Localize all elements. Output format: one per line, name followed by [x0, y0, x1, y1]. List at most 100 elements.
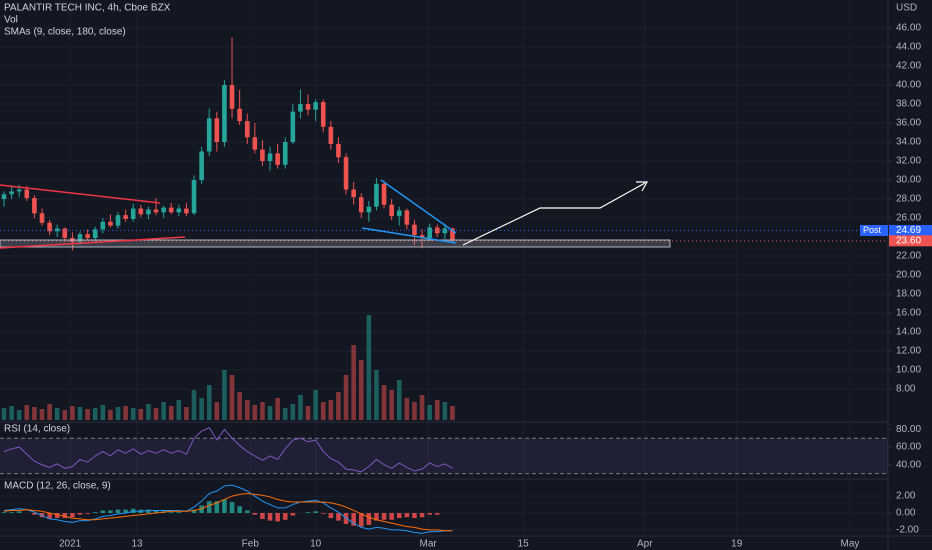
candle-body — [108, 221, 113, 226]
candle-body — [260, 149, 265, 162]
volume-bar — [115, 407, 121, 420]
rsi-line — [3, 427, 453, 473]
candle-body — [267, 153, 273, 162]
macd-histogram-bar — [168, 512, 174, 513]
volume-bar — [282, 408, 288, 420]
volume-bar — [305, 406, 311, 420]
macd-histogram-bar — [282, 513, 288, 520]
volume-bar — [191, 390, 197, 420]
candle-body — [62, 228, 68, 238]
volume-bar — [206, 385, 212, 420]
macd-histogram-bar — [222, 499, 227, 513]
y-tick-label: 8.00 — [896, 384, 916, 395]
macd-histogram-bar — [32, 513, 37, 515]
price-tag-name-bg — [860, 224, 888, 236]
candle-body — [366, 206, 372, 213]
price-tag — [889, 224, 932, 236]
candle-body — [9, 191, 14, 195]
volume-bar — [176, 400, 182, 420]
macd-histogram-bar — [434, 513, 440, 515]
volume-bar — [24, 405, 30, 420]
volume-bar — [168, 406, 174, 420]
x-tick-label: May — [841, 539, 860, 550]
volume-bar — [260, 402, 265, 420]
volume-bar — [275, 398, 280, 420]
candle-body — [358, 197, 364, 213]
volume-bar — [419, 395, 425, 420]
candle-body — [313, 102, 318, 110]
macd-histogram-bar — [191, 509, 197, 513]
x-tick-label: 19 — [731, 539, 743, 550]
candle-body — [206, 118, 212, 152]
candle-body — [54, 228, 60, 232]
signal-line — [3, 493, 453, 532]
x-tick-label: Mar — [420, 539, 438, 550]
y-tick-label: 12.00 — [896, 346, 921, 357]
macd-histogram-bar — [237, 506, 242, 513]
y-tick-label: 44.00 — [896, 42, 921, 53]
candle-body — [47, 222, 52, 232]
candle-body — [237, 108, 242, 122]
x-tick-label: 2021 — [59, 539, 82, 550]
macd-histogram-bar — [244, 510, 250, 513]
volume-bar — [298, 395, 303, 420]
y-tick-label: 38.00 — [896, 99, 921, 110]
volume-bar — [389, 390, 394, 420]
candle-body — [214, 118, 220, 143]
y-tick-label: 26.00 — [896, 213, 921, 224]
volume-bar — [32, 407, 37, 420]
volume-bar — [153, 408, 159, 420]
volume-bar — [214, 402, 220, 420]
macd-histogram-bar — [305, 512, 311, 513]
marks — [0, 37, 888, 534]
x-tick-label: 10 — [310, 539, 322, 550]
y-tick-label: 0.00 — [896, 508, 916, 519]
candle-body — [419, 235, 425, 238]
candle-body — [305, 104, 311, 110]
macd-histogram-bar — [260, 513, 265, 519]
volume-bar — [358, 360, 364, 420]
macd-histogram-bar — [351, 513, 356, 526]
x-tick-label: 13 — [131, 539, 143, 550]
macd-histogram-bar — [146, 509, 151, 513]
trend-line — [380, 179, 457, 234]
chart-title: PALANTIR TECH INC, 4h, Cboe BZX — [4, 3, 171, 14]
macd-histogram-bar — [328, 513, 334, 519]
projection-arrow — [636, 181, 649, 192]
candle-body — [191, 180, 197, 214]
volume-bar — [366, 315, 372, 420]
candle-body — [244, 121, 250, 138]
volume-bar — [70, 406, 75, 420]
candle-body — [404, 210, 410, 225]
macd-histogram-bar — [267, 513, 273, 521]
y-tick-label: 20.00 — [896, 270, 921, 281]
volume-bar — [434, 400, 440, 420]
candle-body — [199, 151, 204, 181]
trend-line — [0, 184, 161, 204]
candle-body — [168, 207, 174, 213]
volume-bar — [54, 408, 60, 420]
volume-bar — [229, 375, 235, 420]
candle-body — [381, 183, 387, 205]
macd-histogram-bar — [123, 509, 128, 513]
y-tick-label: 80.00 — [896, 424, 921, 435]
volume-bar — [328, 400, 334, 420]
volume-bar — [343, 375, 349, 420]
volume-bar — [47, 404, 52, 420]
candle-body — [16, 189, 22, 192]
drawings — [0, 179, 671, 249]
y-tick-label: 28.00 — [896, 194, 921, 205]
macd-histogram-bar — [54, 513, 60, 519]
y-tick-label: 10.00 — [896, 365, 921, 376]
volume-bar — [85, 409, 90, 420]
macd-histogram-bar — [108, 510, 113, 513]
candle-body — [1, 194, 7, 200]
candle-body — [396, 210, 402, 217]
macd-histogram-bar — [419, 513, 425, 518]
macd-histogram-bar — [115, 509, 121, 513]
volume-bar — [290, 404, 296, 420]
macd-histogram-bar — [396, 513, 402, 519]
macd-histogram-bar — [412, 513, 417, 519]
candle-body — [351, 189, 356, 198]
